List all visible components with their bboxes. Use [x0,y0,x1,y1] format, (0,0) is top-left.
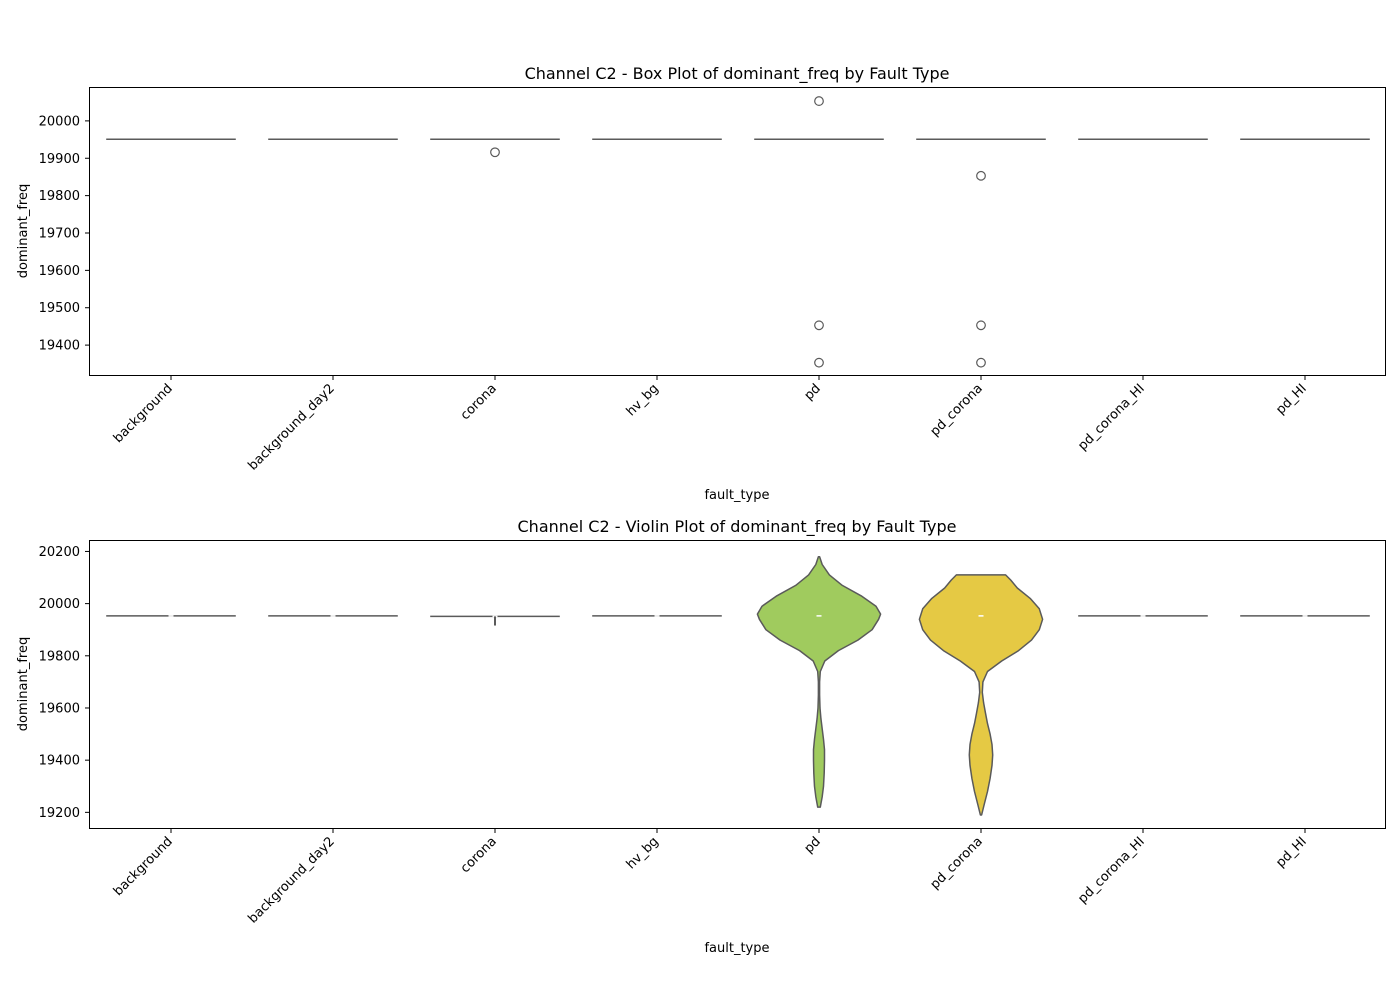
violin-plot-title: Channel C2 - Violin Plot of dominant_fre… [518,517,957,537]
box-plot-x-tick-label-pd-corona: pd_corona [928,381,986,439]
violin-plot-y-tick-label: 19600 [39,701,80,716]
box-plot-x-tick-label-hv-bg: hv_bg [624,381,662,419]
violin-plot-y-ticks: 19200 19400 19600 19800 20000 20200 [39,545,90,821]
box-plot-x-ticks: background background_day2 corona hv_bg pd pd… [111,375,1310,474]
box-plot-x-tick-label-corona: corona [458,381,500,423]
outlier-pd-corona [976,170,986,181]
violin-pd [756,555,882,808]
violin-plot-x-tick-label-hv-bg: hv_bg [624,834,662,872]
box-plot-x-tick-label-background-day2: background_day2 [245,381,337,473]
box-plot-x-axis-label: fault_type [704,488,769,503]
violin-plot-x-tick-label-background: background [111,834,176,899]
box-plot-y-tick-label: 19500 [39,301,80,316]
violin-plot-marks [106,555,1370,816]
violin-plot-x-tick-label-pd-corona-hi: pd_corona_HI [1075,834,1147,906]
violin-plot-y-tick-label: 19400 [39,754,80,769]
outlier-pd [814,320,824,331]
violin-plot-panel: Channel C2 - Violin Plot of dominant_fre… [16,517,1386,956]
violin-plot-x-tick-label-pd: pd [802,834,824,856]
violin-plot-x-tick-label-background-day2: background_day2 [245,834,337,926]
box-plot-y-tick-label: 19400 [39,339,80,354]
violin-plot-y-axis-label: dominant_freq [16,637,31,731]
violin-plot-x-axis-label: fault_type [704,941,769,956]
outlier-pd [814,96,824,106]
outlier-pd-corona [976,320,986,331]
box-plot-marks [106,96,1370,368]
outlier-pd-corona [976,357,986,368]
violin-plot-y-tick-label: 20200 [39,545,80,560]
box-plot-panel: Channel C2 - Box Plot of dominant_freq b… [16,64,1386,503]
violin-plot-x-tick-label-corona: corona [458,834,500,876]
outlier-pd [814,357,824,368]
violin-plot-y-tick-label: 19200 [39,806,80,821]
box-plot-y-tick-label: 19800 [39,189,80,204]
violin-plot-x-tick-label-pd-corona: pd_corona [928,834,986,892]
violin-plot-y-tick-label: 19800 [39,649,80,664]
box-plot-y-tick-label: 19900 [39,152,80,167]
box-plot-y-tick-label: 19600 [39,264,80,279]
box-plot-x-tick-label-background: background [111,381,176,446]
violin-plot-x-tick-label-pd-hi: pd_HI [1273,834,1310,871]
box-plot-x-tick-label-pd-hi: pd_HI [1273,381,1310,418]
violin-plot-y-tick-label: 20000 [39,597,80,612]
violin-plot-x-ticks: background background_day2 corona hv_bg pd pd… [111,828,1310,927]
violin-corona [430,615,560,626]
box-plot-x-tick-label-pd: pd [802,381,824,403]
violin-pd-corona [918,574,1044,816]
box-plot-y-axis-label: dominant_freq [16,184,31,278]
violin-plot-frame [89,540,1386,829]
box-plot-y-tick-label: 20000 [39,114,80,129]
box-plot-x-tick-label-pd-corona-hi: pd_corona_HI [1075,381,1147,453]
box-plot-frame [89,87,1386,376]
box-plot-title: Channel C2 - Box Plot of dominant_freq b… [525,64,950,84]
outlier-corona [490,147,500,158]
box-plot-y-tick-label: 19700 [39,226,80,241]
box-plot-y-ticks: 19400 19500 19600 19700 19800 19900 20000 [39,114,90,354]
